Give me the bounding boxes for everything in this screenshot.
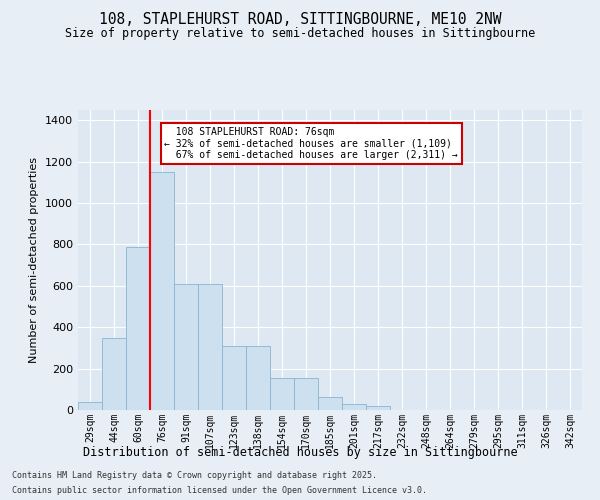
Bar — [150, 172, 174, 410]
Text: 108 STAPLEHURST ROAD: 76sqm
← 32% of semi-detached houses are smaller (1,109)
  : 108 STAPLEHURST ROAD: 76sqm ← 32% of sem… — [164, 126, 458, 160]
Bar — [342, 404, 366, 410]
Bar — [222, 346, 246, 410]
Bar — [294, 378, 318, 410]
Text: Contains HM Land Registry data © Crown copyright and database right 2025.: Contains HM Land Registry data © Crown c… — [12, 471, 377, 480]
Text: Distribution of semi-detached houses by size in Sittingbourne: Distribution of semi-detached houses by … — [83, 446, 517, 459]
Bar — [366, 406, 390, 410]
Text: Size of property relative to semi-detached houses in Sittingbourne: Size of property relative to semi-detach… — [65, 28, 535, 40]
Y-axis label: Number of semi-detached properties: Number of semi-detached properties — [29, 157, 40, 363]
Text: Contains public sector information licensed under the Open Government Licence v3: Contains public sector information licen… — [12, 486, 427, 495]
Bar — [126, 246, 150, 410]
Bar — [78, 402, 102, 410]
Bar — [102, 338, 126, 410]
Text: 108, STAPLEHURST ROAD, SITTINGBOURNE, ME10 2NW: 108, STAPLEHURST ROAD, SITTINGBOURNE, ME… — [99, 12, 501, 28]
Bar — [246, 346, 270, 410]
Bar — [198, 284, 222, 410]
Bar — [318, 396, 342, 410]
Bar — [174, 284, 198, 410]
Bar — [270, 378, 294, 410]
